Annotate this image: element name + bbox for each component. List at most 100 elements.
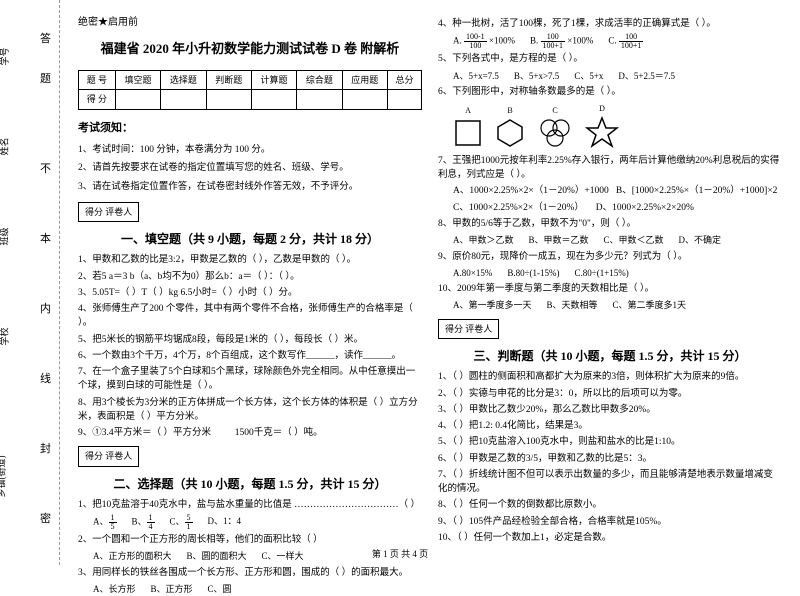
shape-circles: C [537,105,573,148]
q-part: 1500千克＝（ ）吨。 [235,428,323,438]
table-row: 题 号 填空题 选择题 判断题 计算题 综合题 应用题 总分 [79,70,422,89]
question: 4、（ ）把1.2: 0.4化简比，结果是3。 [438,419,782,433]
opt: A、5+x=7.5 [453,69,499,83]
td: 得 分 [79,90,116,109]
page-footer: 第 1 页 共 4 页 [0,547,800,560]
question: 3、5.05T=（ ）T（ ）kg 6.5小时=（ ）小时（ ）分。 [78,286,422,300]
question: 7、在一个盒子里装了5个白球和5个黑球，球除颜色外完全相同。从中任意摸出一个球，… [78,365,422,394]
question: 1、（ ）圆柱的侧面积和高都扩大为原来的3倍，则体积扩大为原来的9倍。 [438,370,782,384]
opt: C、51 [170,514,193,531]
seal-char: 封 [40,440,51,456]
question: 10、（ ）任何一个数加上1，必定是合数。 [438,531,782,545]
section-title: 三、判断题（共 10 小题，每题 1.5 分，共计 15 分） [438,347,782,366]
td [297,90,342,109]
th: 综合题 [297,70,342,89]
hexagon-icon [495,118,525,148]
score-box: 得分 评卷人 [78,202,139,222]
question: 9、①3.4平方米＝（ ）平方分米 1500千克＝（ ）吨。 [78,426,422,440]
binding-margin: 学号 姓名 班级 学校 乡镇(街道) 答 题 不 本 内 线 封 密 [0,0,60,565]
options: A、长方形 B、正方形 C、圆 [93,582,422,596]
options: A、15 B、14 C、51 D、1：4 [93,514,422,531]
td [387,90,421,109]
section-title: 二、选择题（共 10 小题，每题 1.5 分，共计 15 分） [78,475,422,494]
question: 5、下列各式中，是方程的是（ ）。 [438,52,782,66]
td [161,90,206,109]
margin-label-name: 姓名 [0,137,11,155]
secret-label: 绝密★启用前 [78,15,422,31]
question: 7、（ ）折线统计图不但可以表示出数量的多少，而且能够清楚地表示数量增减变化的情… [438,468,782,497]
margin-label-id: 学号 [0,47,11,65]
td [342,90,387,109]
opt: B、天数相等 [547,298,598,312]
margin-label-class: 班级 [0,227,11,245]
notice-item: 1、考试时间：100 分钟，本卷满分为 100 分。 [78,143,422,158]
opt: C. 100100+1 [608,33,643,50]
score-box: 得分 评卷人 [438,319,499,339]
score-table: 题 号 填空题 选择题 判断题 计算题 综合题 应用题 总分 得 分 [78,70,422,110]
seal-char: 题 [40,70,51,86]
th: 应用题 [342,70,387,89]
options: A、5+x=7.5 B、5+x>7.5 C、5+x D、5+2.5＝7.5 [453,69,782,83]
question: 5、（ ）把10克盐溶入100克水中，则盐和盐水的比是1:10。 [438,435,782,449]
question: 5、把5米长的钢筋平均锯成8段，每段是1米的（ ），每段长（ ）米。 [78,333,422,347]
th: 计算题 [251,70,296,89]
options: A、第一季度多一天 B、天数相等 C、第二季度多1天 [453,298,782,312]
opt: C、甲数＜乙数 [604,233,664,247]
opt: A.80×15% [453,266,492,280]
question: 1、甲数和乙数的比是3:2，甲数是乙数的（ ），乙数是甲数的（ ）。 [78,253,422,267]
question: 4、种一批树，活了100棵，死了1棵，求成活率的正确算式是（ ）。 [438,17,782,31]
opt: C.80÷(1+15%) [575,266,629,280]
seal-char: 不 [40,160,51,176]
right-column: 4、种一批树，活了100棵，死了1棵，求成活率的正确算式是（ ）。 A. 100… [430,15,790,550]
th: 题 号 [79,70,116,89]
opt: D、1000×2.25%×2×20% [596,203,694,213]
opt: C、第二季度多1天 [613,298,687,312]
seal-char: 线 [40,370,51,386]
opt: A、长方形 [93,582,136,596]
question: 2、若5 a＝3 b（a、b均不为0）那么b：a＝（ ）：（ ）。 [78,270,422,284]
td [251,90,296,109]
section-title: 一、填空题（共 9 小题，每题 2 分，共计 18 分） [78,230,422,249]
opt: A、15 [93,514,117,531]
question: 3、（ ）甲数比乙数少20%，那么乙数比甲数多20%。 [438,403,782,417]
question: 6、下列图形中，对称轴条数最多的是（ ）。 [438,85,782,99]
opt: D、不确定 [679,233,722,247]
question: 6、（ ）甲数是乙数的3/5，甲数和乙数的比是5：3。 [438,452,782,466]
question: 2、一个圆和一个正方形的周长相等，他们的面积比较（ ） [78,533,422,547]
opt: A. 100-1100 ×100% [453,33,515,50]
exam-page: 学号 姓名 班级 学校 乡镇(街道) 答 题 不 本 内 线 封 密 绝密★启用… [0,0,800,565]
opt: B、[1000×2.25%×（1－20%）+1000]×2 [616,186,778,196]
options-line: A、1000×2.25%×2×（1－20%）+1000 B、[1000×2.25… [453,184,782,198]
question: 3、用同样长的铁丝各围成一个长方形、正方形和圆，围成的（ ）的面积最大。 [78,566,422,580]
score-box: 得分 评卷人 [78,446,139,466]
opt: B.80÷(1-15%) [507,266,559,280]
options: A. 100-1100 ×100% B. 100100+1 ×100% C. 1… [453,33,782,50]
table-row: 得 分 [79,90,422,109]
seal-char: 本 [40,230,51,246]
opt: B、正方形 [151,582,193,596]
margin-label-town: 乡镇(街道) [0,456,8,498]
question: 8、（ ）任何一个数的倒数都比原数小。 [438,498,782,512]
shapes-row: A B C D [453,103,782,150]
shape-star: D [585,103,619,150]
seal-char: 密 [40,510,51,526]
star-icon [585,116,619,150]
question: 9、（ ）105件产品经检验全部合格，合格率就是105%。 [438,515,782,529]
opt: B. 100100+1 ×100% [530,33,593,50]
question: 2、（ ）实德与申花的比分是3：0，所以比的后项可以为零。 [438,387,782,401]
opt: D、5+2.5＝7.5 [618,69,675,83]
seal-char: 内 [40,300,51,316]
td [115,90,160,109]
seal-char: 答 [40,30,51,46]
th: 判断题 [206,70,251,89]
opt: B、5+x>7.5 [514,69,559,83]
content-area: 绝密★启用前 福建省 2020 年小升初数学能力测试试卷 D 卷 附解析 题 号… [60,0,800,565]
shape-hexagon: B [495,105,525,148]
shape-square: A [453,105,483,148]
question: 1、把10克盐溶于40克水中，盐与盐水重量的比值是 ……………………………（ ） [78,498,422,512]
question: 4、张师傅生产了200 个零件，其中有两个零件不合格，张师傅生产的合格率是（ ）… [78,302,422,331]
question: 9、原价80元，现降价一成五，现在为多少元？列式为（ ）。 [438,250,782,264]
notice-item: 2、请首先按要求在试卷的指定位置填写您的姓名、班级、学号。 [78,161,422,176]
margin-label-school: 学校 [0,327,11,345]
question: 7、王强把1000元按年利率2.25%存入银行，两年后计算他缴纳20%利息税后的… [438,154,782,183]
